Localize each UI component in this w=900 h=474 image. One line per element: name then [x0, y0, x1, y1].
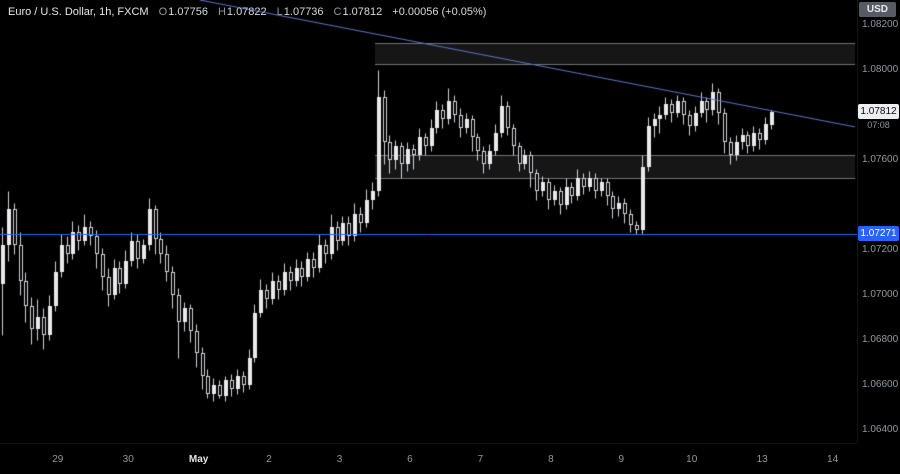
time-axis-label: 13 [756, 454, 768, 465]
price-axis-label: 1.06400 [862, 423, 899, 435]
time-axis-label: 3 [336, 454, 343, 465]
time-axis-label: 29 [52, 454, 64, 465]
time-axis-label: 7 [477, 454, 484, 465]
last-price-value: 1.07812 [858, 104, 899, 120]
ohlc-open: O1.07756 [158, 6, 208, 18]
time-axis-label: 6 [407, 454, 413, 465]
last-price-badge: 1.07812 07:08 [858, 104, 899, 130]
hline-price-badge: 1.07271 [858, 225, 899, 241]
time-axis-label: 14 [827, 454, 839, 465]
ohlc-close: C1.07812 [333, 6, 383, 18]
ohlc-high: H1.07822 [217, 6, 267, 18]
bar-countdown: 07:08 [867, 120, 890, 131]
price-axis-label: 1.07600 [862, 153, 899, 165]
symbol-title[interactable]: Euro / U.S. Dollar, 1h, FXCM [8, 6, 149, 18]
time-axis-label: 9 [618, 454, 625, 465]
currency-toggle-button[interactable]: USD [858, 2, 896, 17]
chart-legend: Euro / U.S. Dollar, 1h, FXCM O1.07756 H1… [8, 6, 486, 18]
price-axis[interactable]: 1.08200 1.08000 1.07600 1.07200 1.07000 1.068… [857, 0, 900, 443]
price-axis-label: 1.08200 [862, 18, 899, 30]
price-axis-label: 1.06600 [862, 378, 899, 390]
price-axis-label: 1.08000 [862, 63, 899, 75]
time-axis-label: 2 [266, 454, 272, 465]
time-axis-label: 30 [122, 454, 134, 465]
price-axis-label: 1.07200 [862, 243, 899, 255]
ohlc-low: L1.07736 [276, 6, 324, 18]
time-axis-label: May [188, 454, 209, 465]
time-axis-label: 10 [686, 454, 698, 465]
time-axis[interactable]: 29 30 May 2 3 6 7 8 9 10 13 14 [0, 443, 857, 474]
price-axis-label: 1.07000 [862, 288, 899, 300]
price-change: +0.00056 (+0.05%) [392, 6, 487, 18]
time-axis-label: 8 [548, 454, 554, 465]
price-axis-label: 1.06800 [862, 333, 899, 345]
